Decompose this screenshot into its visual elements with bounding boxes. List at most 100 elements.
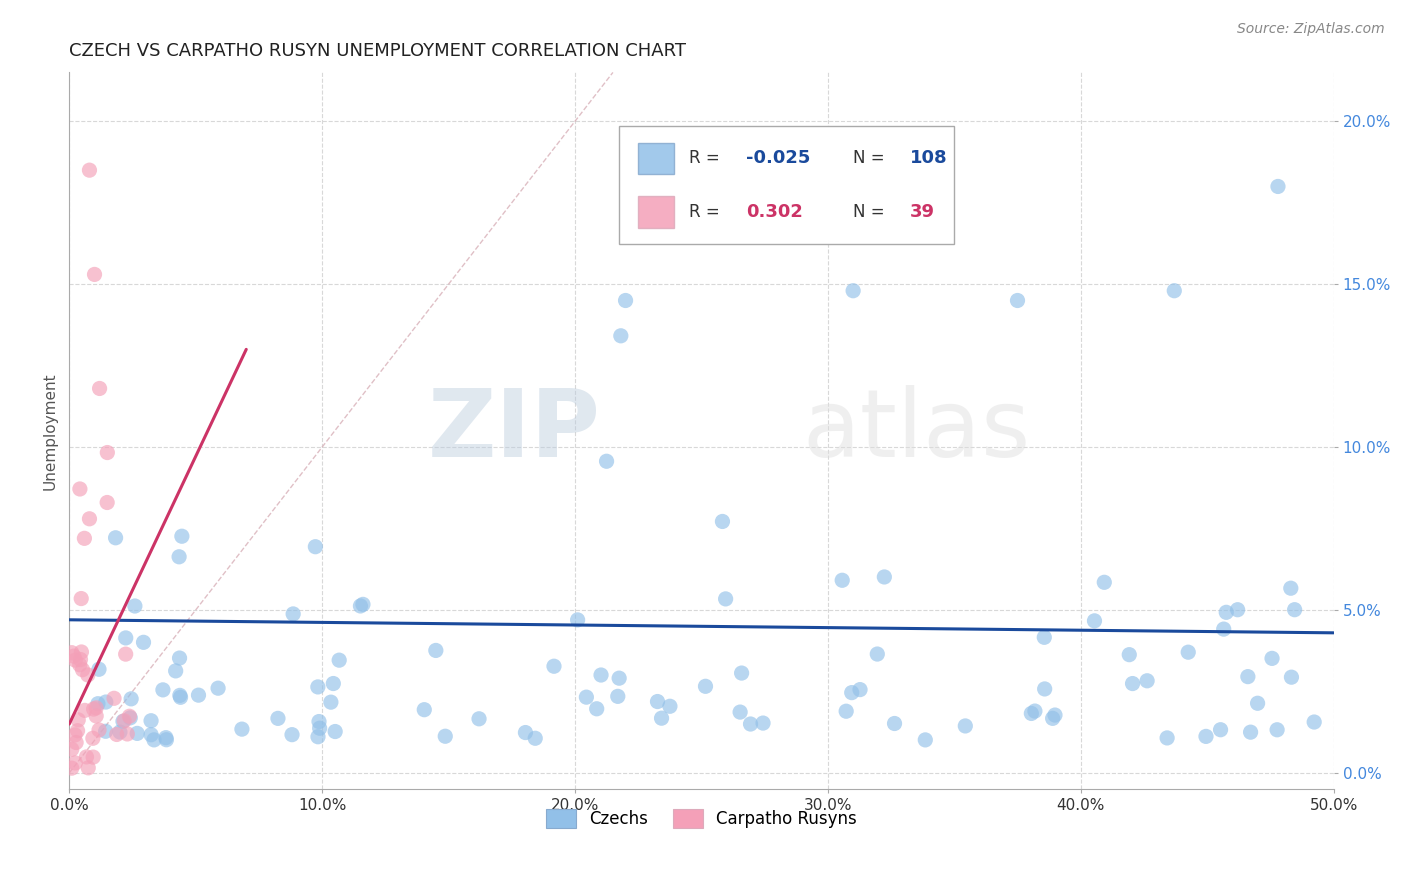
Point [308,714,330,729]
Point [84,709,107,723]
Point [1267,179,1289,194]
Point [1246,696,1268,710]
Point [1212,622,1234,636]
Point [231,722,253,736]
Y-axis label: Unemployment: Unemployment [44,372,58,490]
Text: atlas: atlas [803,384,1031,477]
Point [117,727,139,741]
Text: R =: R = [689,150,724,168]
Point [468,712,491,726]
Point [730,666,752,681]
Point [77,761,100,775]
Point [267,711,290,725]
Point [610,328,633,343]
Point [114,647,136,661]
Point [155,731,177,745]
Point [139,728,162,742]
Point [96,495,118,509]
Point [169,690,191,705]
Point [70,645,93,659]
Point [82,731,104,746]
Point [108,725,131,739]
Point [103,691,125,706]
Point [835,704,858,718]
Point [155,732,177,747]
Point [842,284,865,298]
Point [60,646,83,660]
Point [728,705,751,719]
Point [75,750,97,764]
Point [1043,708,1066,723]
Point [73,703,96,717]
Point [70,591,93,606]
Text: -0.025: -0.025 [745,150,810,168]
Point [873,570,896,584]
Point [207,681,229,696]
Point [65,735,87,749]
Point [589,668,612,682]
Point [124,599,146,613]
Point [165,664,187,678]
Point [69,657,91,672]
Point [914,732,936,747]
Point [866,647,889,661]
Point [114,631,136,645]
Point [1156,731,1178,745]
Point [96,445,118,459]
Point [307,680,329,694]
Point [1024,704,1046,718]
Point [614,293,637,308]
Point [1261,651,1284,665]
Point [413,703,436,717]
Point [585,702,607,716]
Point [87,662,110,676]
Point [65,756,87,770]
Point [323,724,346,739]
Point [714,591,737,606]
Point [170,529,193,543]
Point [62,649,84,664]
Point [1226,603,1249,617]
Point [543,659,565,673]
Text: R =: R = [689,203,724,221]
Point [841,685,863,699]
Text: ZIP: ZIP [427,384,600,477]
Point [67,713,90,727]
Point [143,732,166,747]
Text: N =: N = [853,150,890,168]
Point [711,515,734,529]
Point [322,676,344,690]
Point [111,714,134,729]
Point [1284,603,1306,617]
Point [169,689,191,703]
Point [120,711,142,725]
Point [1092,575,1115,590]
Text: 0.302: 0.302 [745,203,803,221]
Point [105,727,128,741]
FancyBboxPatch shape [638,196,673,228]
Point [425,643,447,657]
Point [349,599,371,613]
Point [1209,723,1232,737]
Point [187,688,209,702]
Point [79,163,101,178]
Point [308,721,330,735]
Point [83,702,105,716]
Point [658,699,681,714]
Point [328,653,350,667]
Point [1303,714,1326,729]
Point [83,268,105,282]
Point [1237,670,1260,684]
Text: Source: ZipAtlas.com: Source: ZipAtlas.com [1237,22,1385,37]
Point [606,690,628,704]
Point [307,730,329,744]
Point [112,714,135,728]
Point [883,716,905,731]
Point [65,653,87,667]
Point [607,671,630,685]
Point [76,668,98,682]
Point [304,540,326,554]
Legend: Czechs, Carpatho Rusyns: Czechs, Carpatho Rusyns [538,802,863,835]
Point [955,719,977,733]
Point [132,635,155,649]
